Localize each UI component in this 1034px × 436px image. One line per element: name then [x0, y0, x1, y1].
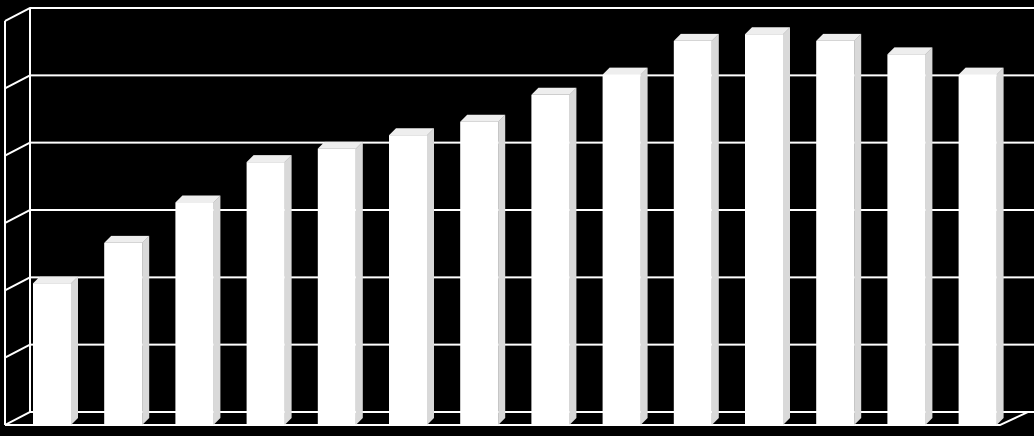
bar-top — [602, 67, 648, 75]
bar-side — [427, 128, 434, 425]
bar-top — [531, 87, 577, 95]
bar-top — [816, 33, 862, 41]
bar-top — [745, 27, 790, 35]
bar-top — [887, 47, 933, 55]
bar-top — [175, 195, 221, 203]
bar-top — [317, 141, 363, 149]
bar — [673, 40, 712, 425]
grid-line — [4, 7, 1034, 22]
bar-side — [71, 276, 78, 425]
bar — [816, 40, 855, 425]
bar-side — [569, 87, 577, 426]
bar — [104, 242, 143, 425]
bar — [887, 54, 926, 426]
bar-side — [711, 33, 719, 425]
bar — [389, 135, 427, 425]
bar-side — [284, 155, 292, 425]
bar-side — [142, 235, 150, 425]
bar-side — [854, 33, 862, 425]
bar — [460, 121, 499, 425]
bar-top — [460, 114, 506, 122]
bar — [745, 34, 783, 425]
bar — [602, 74, 641, 425]
bar-top — [958, 67, 1004, 75]
bar — [246, 162, 285, 425]
bar — [958, 74, 997, 425]
bar-top — [104, 235, 150, 243]
bar-top — [33, 276, 78, 284]
bar-top — [389, 128, 434, 136]
bar-side — [996, 67, 1004, 425]
bar-side — [640, 67, 648, 425]
bar — [33, 283, 71, 425]
bar-side — [783, 27, 790, 425]
bar — [317, 148, 356, 425]
bar-side — [925, 47, 933, 426]
bar-side — [213, 195, 221, 425]
bar — [175, 202, 214, 425]
bar — [531, 94, 570, 426]
bar-side — [498, 114, 506, 425]
bar-top — [673, 33, 719, 41]
bar-top — [246, 155, 292, 163]
bar-side — [355, 141, 363, 425]
